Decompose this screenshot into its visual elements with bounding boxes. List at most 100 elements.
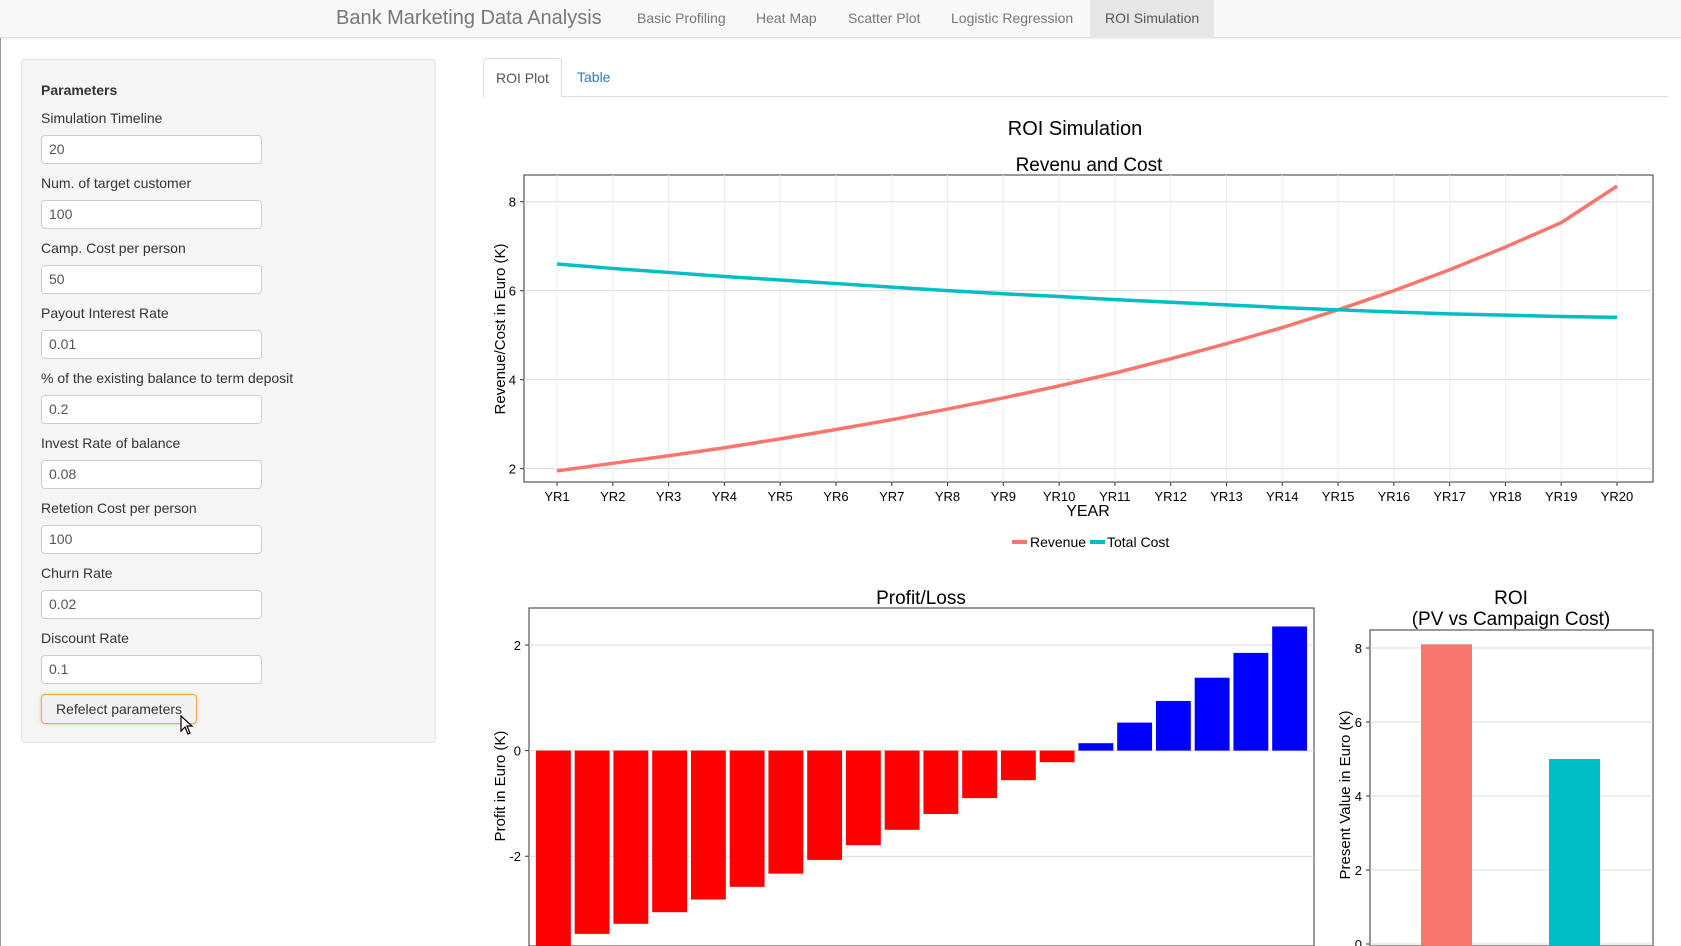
profit-bar [1039,750,1075,763]
parameters-panel: Parameters Simulation Timeline 20 Num. o… [21,59,436,743]
line-chart-ylabel: Revenue/Cost in Euro (K) [492,244,509,415]
line-x-tick-label: YR4 [712,489,737,504]
nav-heat-map[interactable]: Heat Map [756,10,817,26]
parameters-title: Parameters [41,82,118,98]
line-x-tick-label: YR16 [1378,489,1411,504]
profit-bar [729,750,765,887]
profit-bar [1155,700,1191,751]
line-x-tick-label: YR3 [656,489,681,504]
balance-term-deposit-input[interactable]: 0.2 [41,395,262,424]
revenue-line [556,184,1618,473]
retention-cost-input[interactable]: 100 [41,525,262,554]
simulation-timeline-label: Simulation Timeline [41,110,163,126]
roi-chart: ROI (PV vs Campaign Cost) 0 2 4 6 8 Present … [1337,588,1654,946]
line-chart-legend: Revenue Total Cost [1012,534,1169,550]
line-x-tick-label: YR13 [1210,489,1243,504]
line-y-tick-label: 2 [509,462,516,477]
profit-chart-bars [535,626,1308,946]
roi-chart-title-line2: (PV vs Campaign Cost) [1412,609,1611,630]
app-brand[interactable]: Bank Marketing Data Analysis [336,7,602,29]
profit-bar [1000,750,1036,781]
target-customer-label: Num. of target customer [41,175,192,191]
profit-chart-y-ticks: -2 0 2 [509,638,529,864]
profit-bar [807,750,843,860]
line-chart-title: Revenu and Cost [1016,155,1164,176]
profit-y-tick-label: -2 [509,849,521,864]
churn-rate-label: Churn Rate [41,565,113,581]
line-y-tick-label: 8 [509,195,516,210]
campaign-cost-label: Camp. Cost per person [41,240,186,256]
profit-bar [535,750,571,946]
line-x-tick-label: YR17 [1433,489,1466,504]
line-x-tick-label: YR12 [1154,489,1187,504]
mouse-cursor-icon [180,715,194,735]
line-chart-y-ticks: 2 4 6 8 [509,195,524,477]
tab-table[interactable]: Table [577,69,611,85]
payout-interest-label: Payout Interest Rate [41,305,169,321]
roi-y-tick-label: 2 [1355,863,1362,878]
line-x-tick-label: YR15 [1322,489,1355,504]
target-customer-input[interactable]: 100 [41,200,262,229]
retention-cost-label: Retetion Cost per person [41,500,197,516]
line-x-tick-label: YR11 [1099,489,1131,504]
profit-bar [1117,722,1153,751]
nav-logistic-regression[interactable]: Logistic Regression [951,10,1074,26]
churn-rate-input[interactable]: 0.02 [41,590,262,619]
line-x-tick-label: YR2 [600,489,625,504]
line-chart-panel [523,174,1654,483]
line-x-tick-label: YR9 [991,489,1016,504]
line-x-tick-label: YR18 [1489,489,1522,504]
line-x-tick-label: YR5 [768,489,793,504]
profit-bar [613,750,649,924]
roi-chart-y-ticks: 0 2 4 6 8 [1355,641,1370,946]
line-x-tick-label: YR19 [1545,489,1578,504]
line-x-tick-label: YR6 [823,489,848,504]
profit-bar [768,750,804,874]
profit-y-tick-label: 0 [514,744,521,759]
roi-y-tick-label: 6 [1355,715,1362,730]
roi-chart-ylabel: Present Value in Euro (K) [1337,711,1354,880]
nav-roi-simulation[interactable]: ROI Simulation [1090,0,1215,38]
roi-y-tick-label: 0 [1355,937,1362,946]
roi-chart-title-line1: ROI [1494,588,1528,609]
legend-revenue-label: Revenue [1030,534,1086,550]
roi-bar [1421,644,1472,946]
campaign-cost-input[interactable]: 50 [41,265,262,294]
profit-chart-title: Profit/Loss [876,588,966,609]
profit-bar [884,750,920,830]
roi-y-tick-label: 8 [1355,641,1362,656]
line-chart-xlabel: YEAR [1066,503,1110,520]
roi-simulation-title: ROI Simulation [1008,118,1143,140]
line-x-tick-label: YR20 [1601,489,1634,504]
line-x-tick-label: YR14 [1266,489,1299,504]
profit-chart-ylabel: Profit in Euro (K) [492,731,509,842]
profit-bar [845,750,881,846]
profit-bar [1233,652,1269,751]
discount-rate-label: Discount Rate [41,630,129,646]
window-edge [0,38,1,946]
profit-bar [962,750,998,799]
nav-basic-profiling[interactable]: Basic Profiling [637,10,726,26]
line-chart-x-ticks: YR1 YR2 YR3 YR4 YR5 YR6 YR7 YR8 YR9 YR10 YR11 YR12 Y… [544,482,1633,504]
profit-bar [652,750,688,913]
roi-chart-panel [1369,629,1654,946]
invest-rate-input[interactable]: 0.08 [41,460,262,489]
simulation-timeline-input[interactable]: 20 [41,135,262,164]
profit-bar [574,750,610,934]
navbar: Bank Marketing Data Analysis Basic Profi… [0,0,1681,38]
revenue-cost-chart: Revenu and Cost 2 4 6 8 YR1 YR2 YR3 YR4 YR5 YR6 Y… [492,155,1654,550]
profit-y-tick-label: 2 [514,638,521,653]
tab-roi-plot[interactable]: ROI Plot [483,58,562,98]
line-x-tick-label: YR1 [544,489,569,504]
profit-bar [1272,626,1308,751]
reflect-parameters-button[interactable]: Refelect parameters [41,694,197,724]
tab-bar: ROI Plot Table [483,58,1668,98]
roi-bar [1549,759,1600,946]
discount-rate-input[interactable]: 0.1 [41,655,262,684]
nav-scatter-plot[interactable]: Scatter Plot [848,10,921,26]
payout-interest-input[interactable]: 0.01 [41,330,262,359]
profit-bar [923,750,959,814]
line-y-tick-label: 6 [509,284,516,299]
profit-loss-chart: Profit/Loss -2 0 2 Profit in Euro (K) [492,588,1315,946]
line-y-tick-label: 4 [509,373,516,388]
